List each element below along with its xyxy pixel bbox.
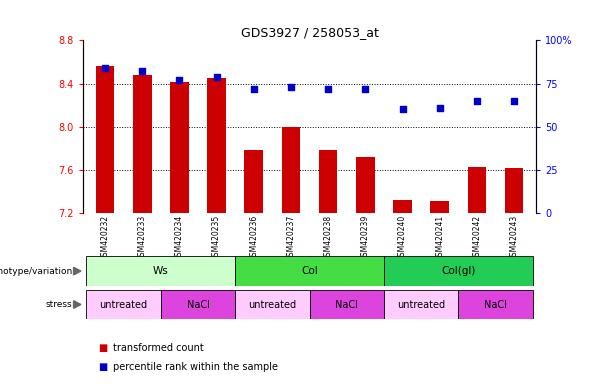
Bar	[133, 75, 151, 213]
Bar	[504, 168, 524, 213]
Bar	[86, 290, 161, 319]
Bar	[161, 290, 235, 319]
Point	[249, 86, 259, 92]
Text: Ws: Ws	[153, 266, 169, 276]
Bar	[356, 157, 375, 213]
Text: genotype/variation: genotype/variation	[0, 266, 72, 276]
Point	[435, 104, 444, 111]
Point	[398, 106, 408, 113]
Bar	[310, 290, 384, 319]
Text: NaCl: NaCl	[484, 300, 507, 310]
Bar	[235, 290, 310, 319]
Bar	[384, 256, 533, 286]
Point	[509, 98, 519, 104]
Bar	[96, 66, 115, 213]
Text: untreated: untreated	[99, 300, 148, 310]
Point	[100, 65, 110, 71]
Bar	[430, 201, 449, 213]
Point	[211, 73, 221, 79]
Text: stress: stress	[46, 300, 72, 309]
Bar	[393, 200, 412, 213]
Point	[175, 77, 185, 83]
Title: GDS3927 / 258053_at: GDS3927 / 258053_at	[241, 26, 378, 39]
Point	[286, 84, 296, 90]
Text: NaCl: NaCl	[335, 300, 358, 310]
Bar	[282, 127, 300, 213]
Bar	[384, 290, 459, 319]
Text: transformed count: transformed count	[113, 343, 204, 353]
Bar	[207, 78, 226, 213]
Bar	[170, 83, 189, 213]
Text: NaCl: NaCl	[186, 300, 210, 310]
Text: untreated: untreated	[248, 300, 297, 310]
Text: Col(gl): Col(gl)	[441, 266, 476, 276]
Text: ■: ■	[98, 362, 107, 372]
Bar	[468, 167, 486, 213]
Text: untreated: untreated	[397, 300, 445, 310]
Point	[137, 68, 147, 74]
Text: percentile rank within the sample: percentile rank within the sample	[113, 362, 278, 372]
Point	[472, 98, 482, 104]
Bar	[459, 290, 533, 319]
Bar	[319, 151, 337, 213]
Text: ■: ■	[98, 343, 107, 353]
Point	[360, 86, 370, 92]
Bar	[235, 256, 384, 286]
Bar	[245, 151, 263, 213]
Text: Col: Col	[301, 266, 318, 276]
Point	[323, 86, 333, 92]
Bar	[86, 256, 235, 286]
